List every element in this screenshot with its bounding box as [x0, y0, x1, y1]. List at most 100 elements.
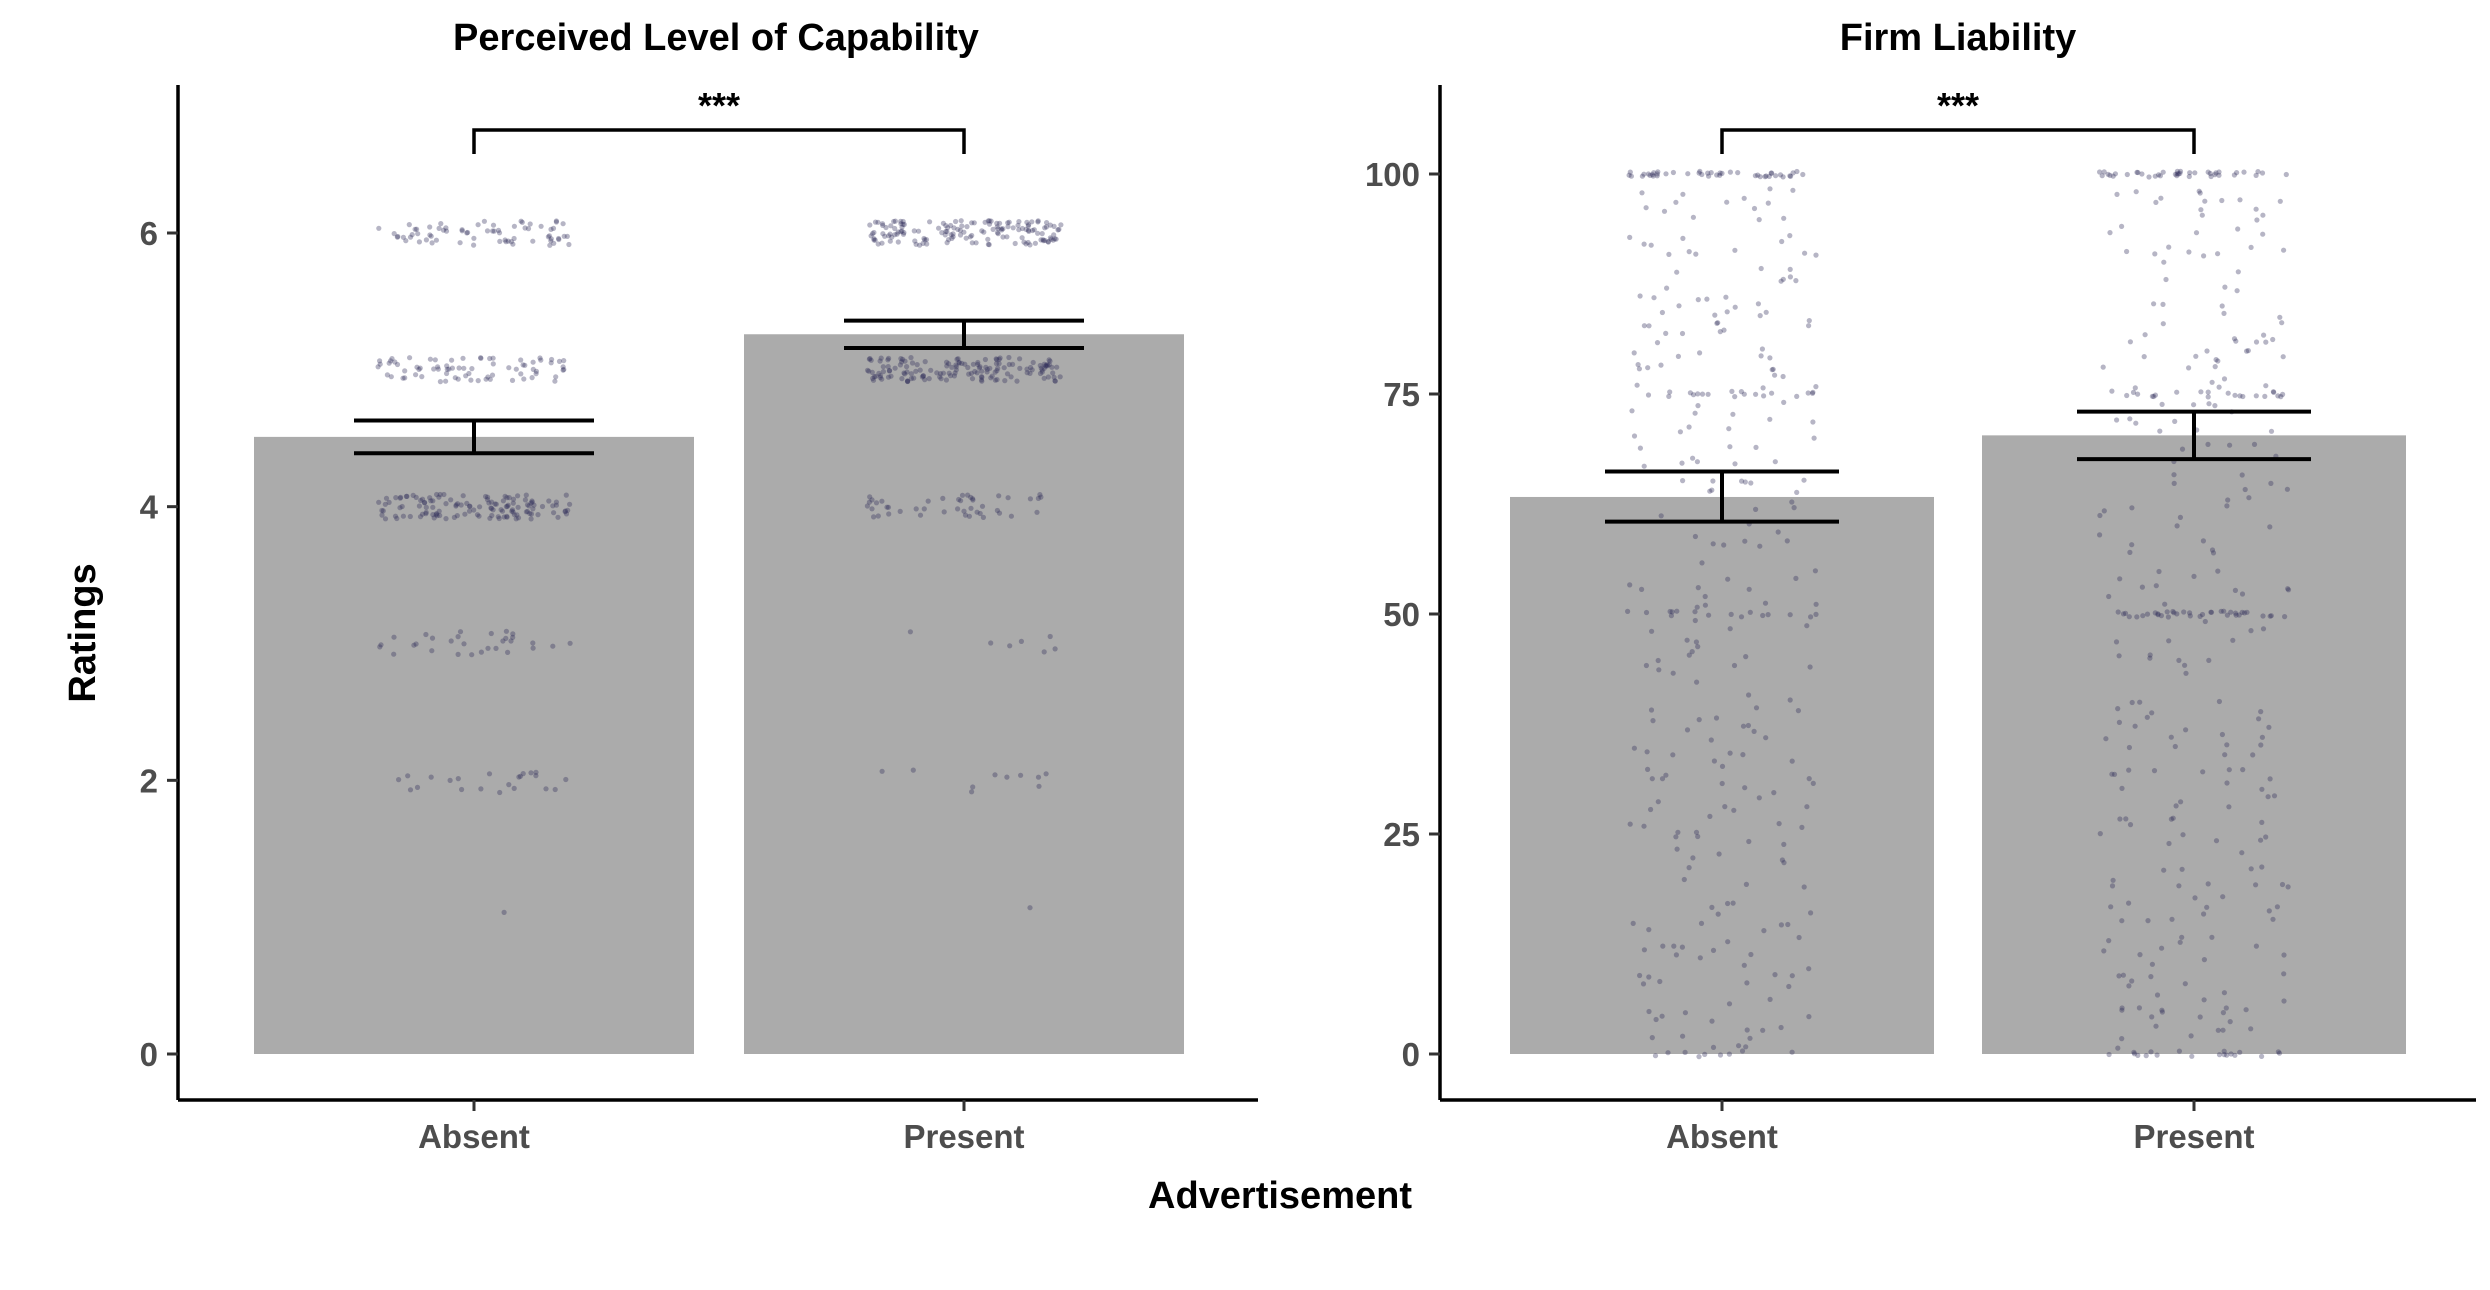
data-point — [899, 224, 905, 230]
data-point — [1679, 330, 1686, 337]
data-point — [2109, 388, 2115, 394]
data-point — [2202, 618, 2208, 625]
data-point — [1047, 222, 1053, 228]
data-point — [1035, 495, 1041, 501]
data-point — [1659, 309, 1665, 316]
data-point — [443, 378, 449, 384]
data-point — [1005, 224, 1011, 230]
data-point — [553, 374, 559, 380]
data-point — [984, 369, 990, 375]
data-point — [2234, 288, 2240, 294]
data-point — [2152, 173, 2158, 179]
data-point — [1646, 323, 1652, 329]
data-point — [518, 357, 524, 363]
data-point — [953, 364, 960, 370]
data-point — [2151, 393, 2157, 400]
data-point — [398, 494, 404, 500]
data-point — [1639, 173, 1645, 179]
data-point — [994, 224, 1000, 230]
data-point — [923, 237, 930, 243]
data-point — [2179, 934, 2185, 940]
data-point — [885, 364, 891, 370]
data-point — [886, 233, 892, 239]
data-point — [548, 238, 554, 244]
data-point — [504, 513, 510, 520]
data-point — [2151, 301, 2157, 307]
data-point — [488, 505, 494, 511]
data-point — [2115, 706, 2121, 712]
data-point — [2212, 364, 2218, 370]
data-point — [904, 378, 911, 384]
data-point — [940, 495, 946, 501]
data-point — [1654, 171, 1660, 177]
data-point — [939, 230, 945, 236]
data-point — [2225, 497, 2231, 503]
data-point — [555, 514, 561, 520]
data-point — [1726, 426, 1732, 432]
data-point — [886, 511, 892, 517]
data-point — [869, 506, 875, 512]
data-point — [1024, 366, 1030, 372]
data-point — [1702, 593, 1708, 600]
data-point — [423, 237, 429, 243]
data-point — [871, 374, 878, 380]
data-point — [1004, 371, 1011, 377]
data-point — [476, 513, 482, 519]
data-point — [487, 355, 493, 362]
data-point — [2161, 867, 2167, 873]
data-point — [926, 376, 932, 382]
data-point — [2119, 1007, 2125, 1013]
data-point — [2109, 883, 2116, 889]
data-point — [419, 511, 426, 517]
data-point — [444, 366, 450, 372]
data-point — [457, 240, 463, 246]
data-point — [1727, 626, 1733, 632]
data-point — [409, 232, 415, 238]
data-point — [1045, 239, 1051, 245]
data-point — [907, 629, 914, 635]
data-point — [1748, 951, 1754, 958]
data-point — [2205, 389, 2211, 395]
data-point — [417, 514, 424, 520]
data-point — [2199, 611, 2206, 618]
data-point — [1694, 679, 1700, 685]
data-point — [530, 506, 536, 512]
data-point — [2228, 609, 2234, 615]
data-point — [484, 497, 491, 503]
data-point — [1806, 318, 1812, 324]
data-point — [875, 513, 881, 519]
data-point — [1045, 363, 1051, 369]
data-point — [2103, 736, 2109, 742]
data-point — [1641, 171, 1647, 177]
data-point — [505, 502, 511, 508]
data-point — [921, 506, 927, 512]
data-point — [1021, 239, 1027, 245]
data-point — [887, 368, 893, 374]
data-point — [2216, 172, 2222, 178]
data-point — [1051, 223, 1057, 229]
data-point — [2147, 652, 2153, 658]
data-point — [870, 377, 877, 383]
data-point — [1747, 1035, 1753, 1041]
data-point — [2250, 752, 2256, 758]
data-point — [437, 512, 443, 519]
data-point — [2201, 997, 2207, 1003]
data-point — [969, 220, 975, 226]
data-point — [1681, 876, 1687, 883]
data-point — [1040, 238, 1047, 244]
data-point — [1741, 962, 1747, 968]
data-point — [1780, 276, 1786, 282]
data-point — [1655, 169, 1661, 175]
data-point — [1000, 234, 1006, 240]
data-point — [2126, 900, 2132, 906]
data-point — [1725, 939, 1731, 945]
data-point — [2189, 1053, 2195, 1059]
data-point — [1006, 361, 1012, 368]
data-point — [985, 218, 991, 224]
data-point — [443, 501, 449, 507]
panel-title-firm-liability: Firm Liability — [1840, 17, 2076, 59]
data-point — [500, 638, 506, 644]
data-point — [1002, 378, 1008, 384]
data-point — [380, 508, 386, 514]
data-point — [2221, 376, 2228, 382]
